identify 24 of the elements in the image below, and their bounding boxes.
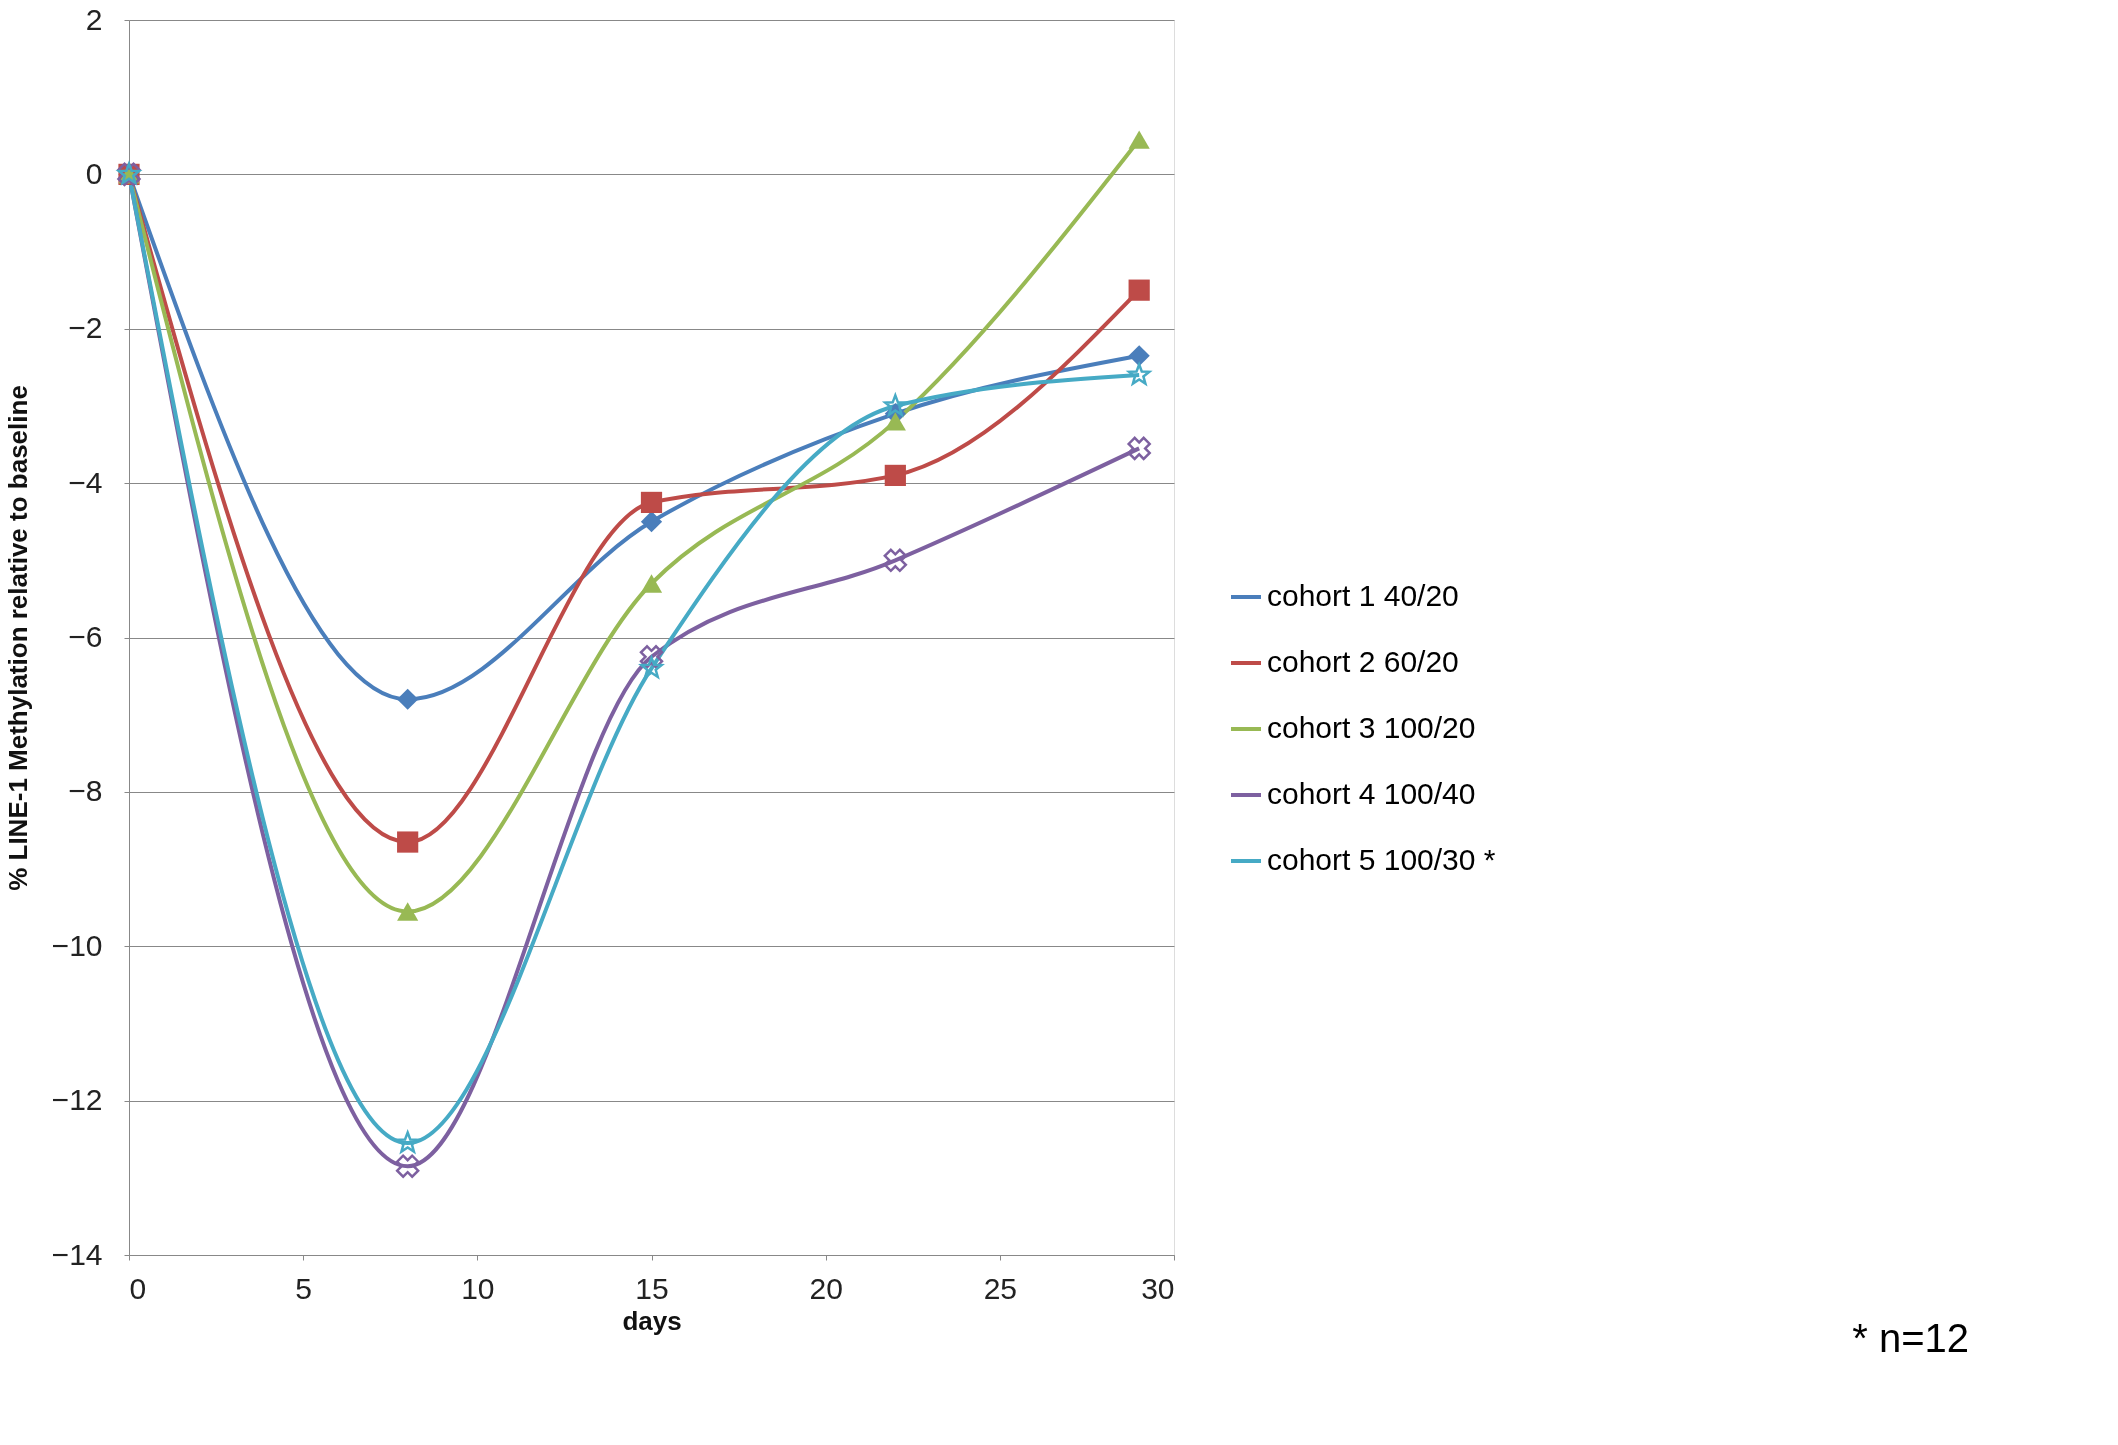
y-tick-label: −2 [68,311,103,345]
legend-label: cohort 3 100/20 [1267,711,1476,744]
y-tick-label: −4 [68,465,103,499]
y-axis-title: % LINE-1 Methylation relative to baseline [2,385,33,891]
x-tick-label: 10 [461,1271,495,1305]
x-tick-label: 30 [1141,1271,1175,1305]
x-tick-label: 20 [809,1271,843,1305]
legend-label: cohort 4 100/40 [1267,777,1476,810]
y-tick-label: −12 [51,1083,103,1117]
x-tick-label: 15 [635,1271,669,1305]
legend-label: cohort 5 100/30 * [1267,843,1496,876]
x-tick-label: 0 [129,1271,147,1305]
y-tick-label: −10 [51,928,103,962]
y-tick-label: −14 [51,1237,103,1271]
y-tick-label: 2 [85,2,103,36]
y-tick-label: 0 [85,156,103,190]
y-tick-label: −6 [68,620,103,653]
text: * n=12 [1852,1316,1969,1360]
legend-label: cohort 1 40/20 [1267,579,1459,612]
x-tick-label: 25 [983,1271,1018,1305]
y-tick-label: −8 [68,774,103,808]
legend-label: cohort 2 60/20 [1267,645,1459,678]
x-axis-title: days [622,1305,682,1336]
x-tick-label: 5 [295,1271,313,1305]
